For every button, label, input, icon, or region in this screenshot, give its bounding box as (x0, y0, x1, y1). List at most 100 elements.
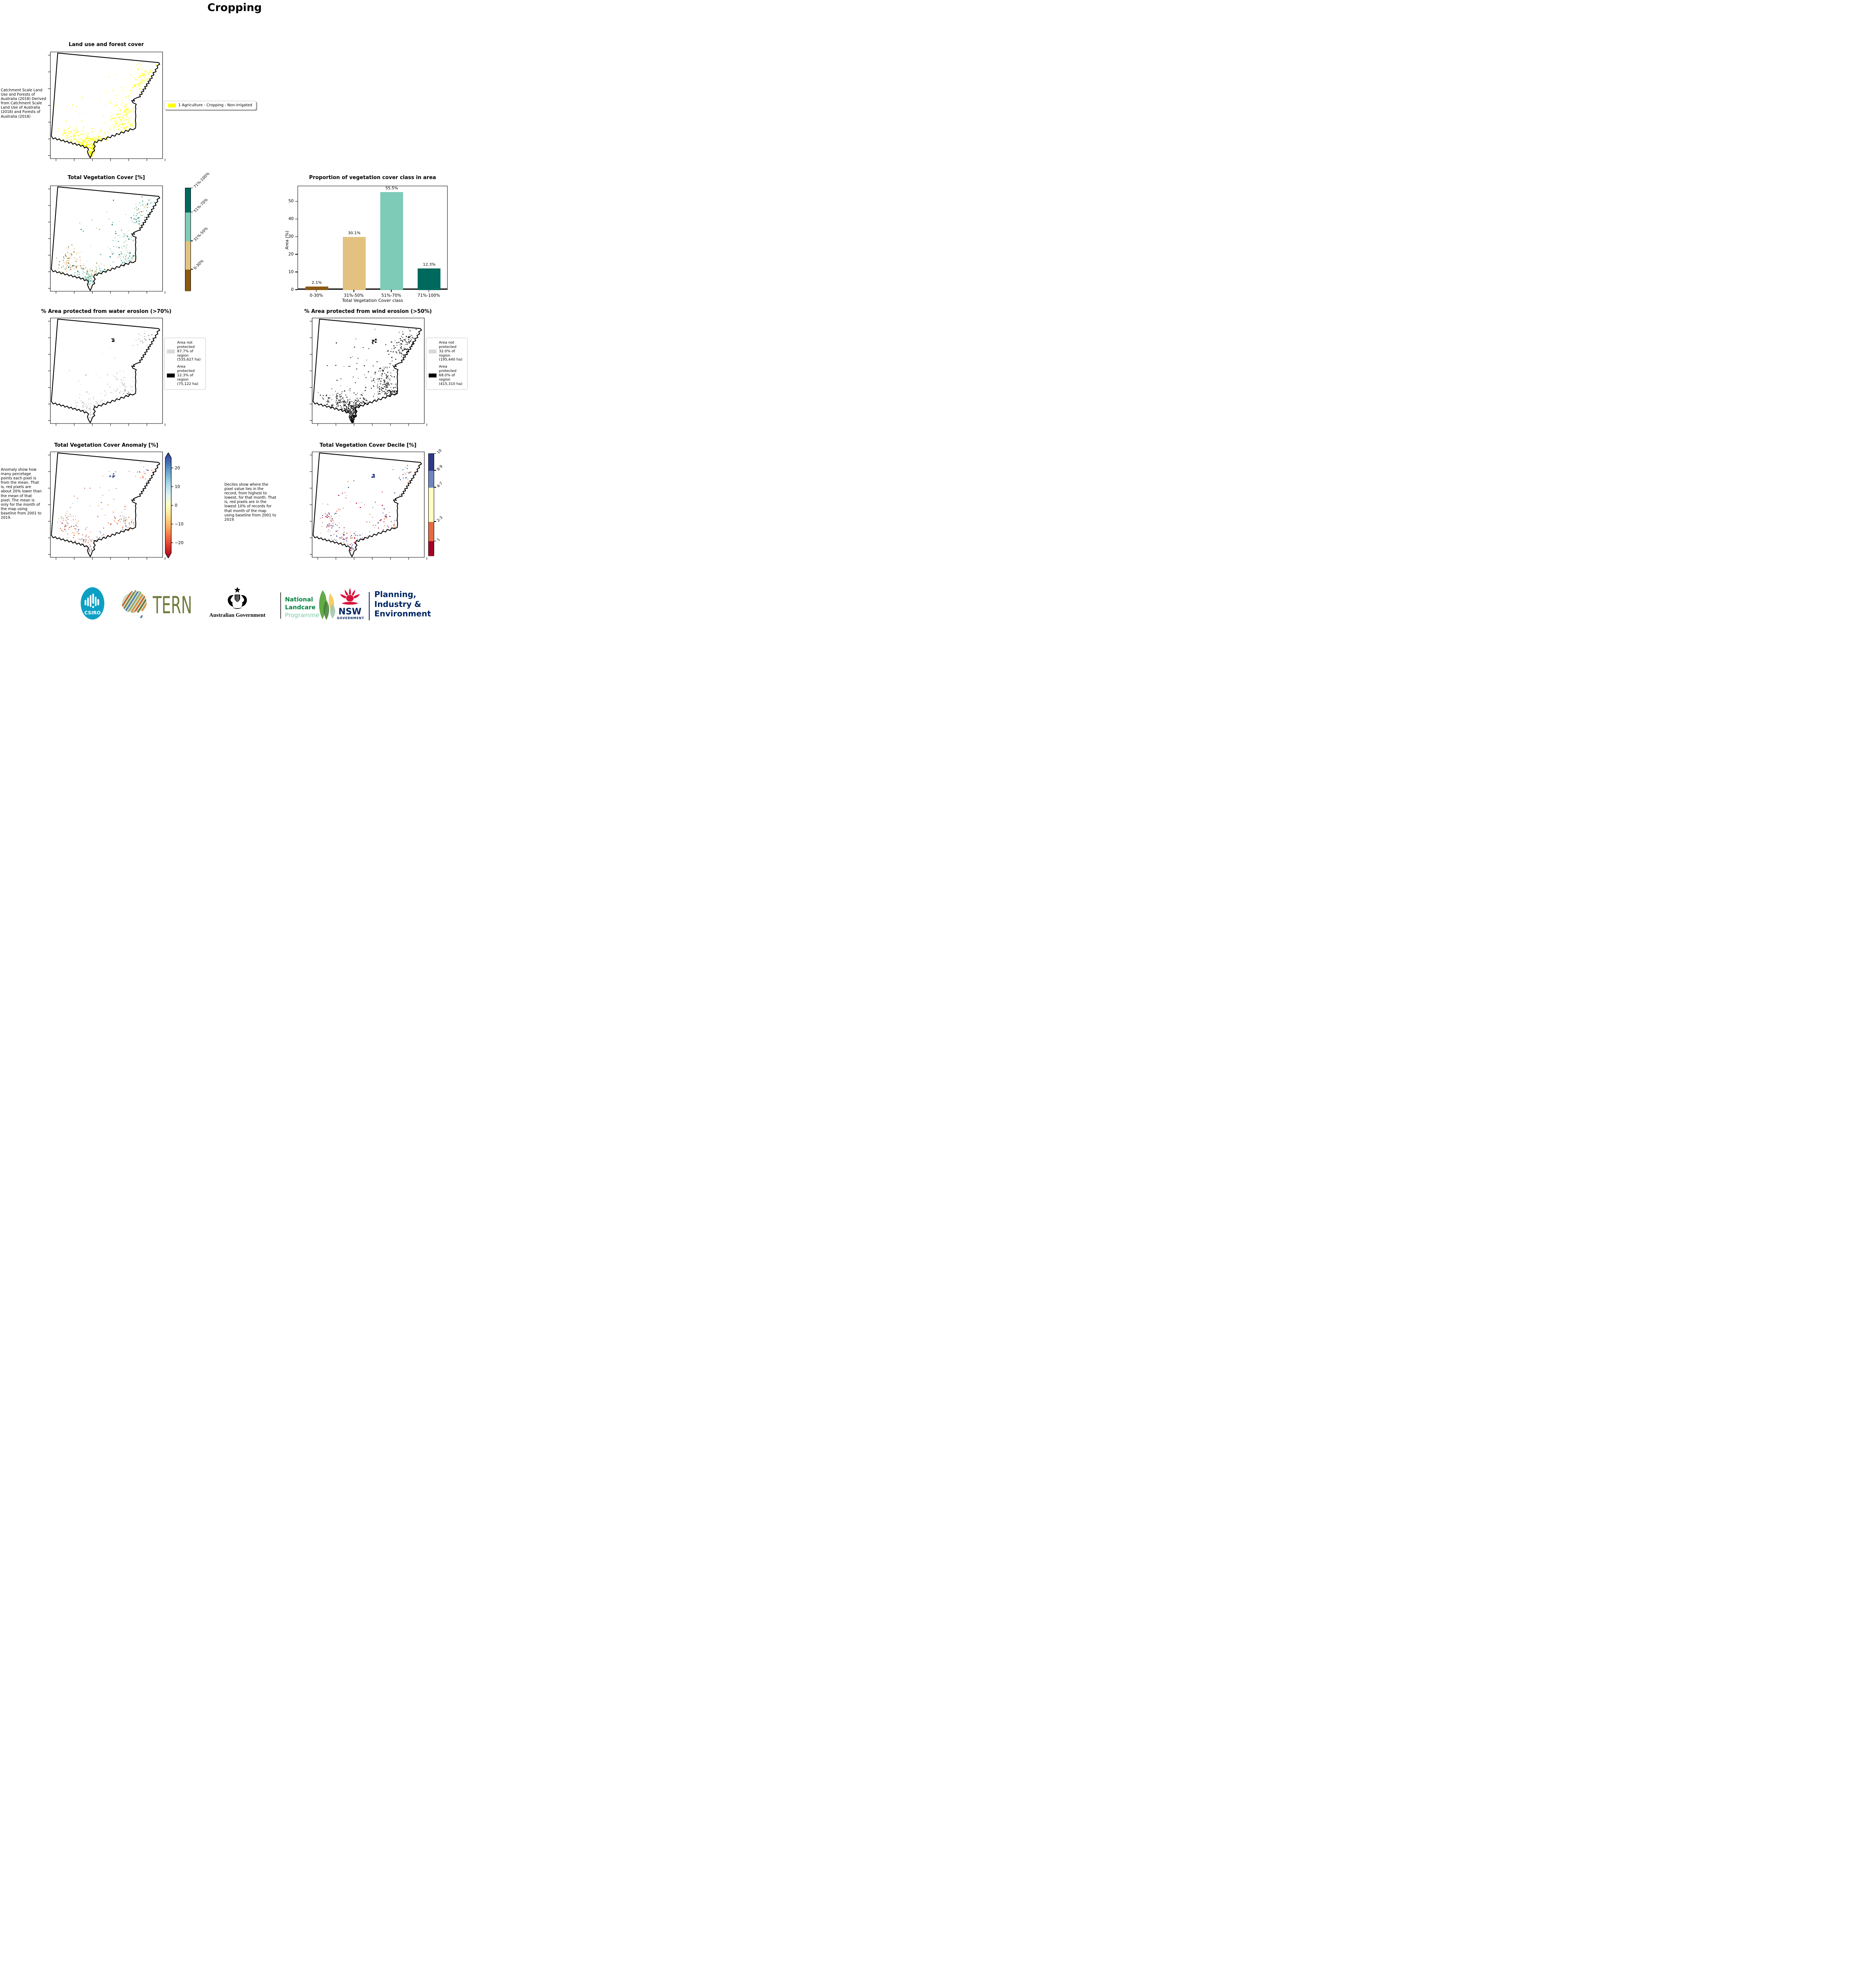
svg-text:TERN: TERN (152, 592, 192, 619)
logo-divider-1 (280, 592, 281, 619)
anomaly-map (50, 452, 163, 557)
colorbar-segment (429, 487, 434, 522)
svg-text:CSIRO: CSIRO (84, 610, 101, 616)
landcare-leaves-icon (315, 589, 338, 622)
decile-title: Total Vegetation Cover Decile [%] (320, 442, 416, 448)
colorbar-class-label: 0-30% (193, 259, 205, 271)
map-canvas (312, 318, 424, 424)
water-legend: Area not protected 87.7% of region (535,… (164, 338, 206, 390)
colorbar-tickmark (434, 521, 436, 522)
colorbar-segment (185, 212, 191, 241)
nsw-sub: GOVERNMENT (337, 616, 364, 620)
water-map (50, 318, 163, 424)
barchart-xtick (391, 290, 392, 292)
report-page: Cropping Land use and forest cover Catch… (0, 0, 469, 629)
colorbar-segment (429, 522, 434, 542)
decile-colorbar-label: 4-7 (436, 481, 444, 489)
wind-legend-label-notprotected: Area not protected 32.0% of region (195,… (439, 340, 463, 362)
decile-colorbar: 10 8-9 4-7 2-3 1 (428, 448, 460, 556)
colorbar-tickmark (434, 453, 436, 454)
decile-colorbar-label: 1 (436, 537, 441, 542)
colorbar-segment (185, 241, 191, 270)
anomaly-colorbar-tick-label: 10 (175, 485, 180, 489)
bar (305, 286, 328, 290)
map-canvas (50, 186, 163, 291)
anomaly-caption: Anomaly show how many percetage points e… (1, 468, 42, 520)
csiro-icon: CSIRO (81, 587, 104, 620)
wind-legend-label-protected: Area protected 68.0% of region (415,310 … (439, 364, 463, 386)
barchart-axes: 2.1% 30.1% 55.5% 12.3% (298, 186, 448, 290)
anomaly-colorbar: 20 10 0 −10 −20 (165, 452, 192, 559)
vegcover-title: Total Vegetation Cover [%] (67, 175, 145, 181)
tern-logo: TERN (118, 588, 194, 620)
dpie-line2: Industry & (374, 599, 422, 609)
colorbar-bar (185, 188, 191, 291)
anomaly-colorbar-tick-label: −20 (175, 541, 183, 546)
colorbar-bar (428, 453, 434, 556)
bar-value-label: 2.1% (311, 280, 322, 285)
map-canvas (50, 452, 163, 557)
anomaly-colorbar-tick-label: 0 (175, 503, 178, 508)
map-canvas (50, 52, 163, 159)
barchart-ytick-label: 30 (288, 234, 294, 239)
colorbar-class-label: 71%-100% (193, 171, 211, 189)
bar-value-label: 12.3% (423, 262, 436, 267)
barchart-ytick-label: 50 (288, 199, 294, 203)
barchart-xtick-label: 51%-70% (381, 293, 401, 298)
wind-legend-swatch-notprotected (429, 350, 437, 354)
decile-colorbar-label: 10 (436, 448, 443, 455)
colorbar-segment (185, 269, 191, 291)
anomaly-title: Total Vegetation Cover Anomaly [%] (54, 442, 159, 448)
landcare-logo-text: National Landcare Programme (285, 596, 320, 619)
map-canvas (50, 318, 163, 424)
wind-title: % Area protected from wind erosion (>50%… (304, 309, 432, 314)
barchart-xtick-label: 31%-50% (344, 293, 364, 298)
colorbar-segment (429, 454, 434, 471)
anomaly-colorbar-canvas: 20 10 0 −10 −20 (165, 452, 183, 559)
barchart-ytick (295, 218, 298, 220)
nsw-name: NSW (338, 607, 362, 617)
csiro-logo: CSIRO (80, 587, 105, 620)
bar-value-label: 30.1% (348, 231, 361, 235)
decile-colorbar-label: 2-3 (436, 515, 444, 523)
tern-icon: TERN (122, 590, 192, 619)
colorbar-tickmark (191, 240, 193, 241)
barchart-ytick-label: 20 (288, 252, 294, 257)
barchart-xlabel: Total Vegetation Cover class (342, 298, 403, 303)
bar (380, 192, 403, 290)
vegcover-map (50, 186, 163, 291)
barchart-title: Proportion of vegetation cover class in … (309, 175, 436, 181)
dpie-line3: Environment (374, 609, 431, 619)
barchart-ytick-label: 10 (288, 269, 294, 274)
dpie-logo-text: Planning, Industry & Environment (374, 590, 461, 619)
decile-map (312, 452, 424, 557)
colorbar-class-label: 51%-70% (193, 197, 209, 213)
colorbar-segment (429, 541, 434, 556)
wind-map (312, 318, 424, 424)
water-legend-swatch-notprotected (167, 350, 175, 354)
decile-colorbar-label: 8-9 (436, 464, 444, 472)
landuse-caption: Catchment Scale Land Use and Forests of … (1, 88, 46, 119)
anomaly-colorbar-tick-label: 20 (175, 466, 180, 471)
decile-caption: Deciles show where the pixel value lies … (224, 483, 276, 522)
australian-government-crest-icon (226, 586, 249, 612)
landuse-legend-label: 1 Agriculture - Cropping - Non-irrigated (178, 103, 252, 107)
landcare-line1: National (285, 596, 313, 603)
nsw-logo: NSW GOVERNMENT (337, 586, 364, 621)
colorbar-class-label: 31%-50% (193, 226, 209, 242)
landcare-line2: Landcare (285, 603, 316, 611)
barchart-ytick-label: 40 (288, 216, 294, 221)
barchart-ytick (295, 289, 298, 290)
landcare-line3: Programme (285, 611, 320, 619)
barchart-xtick-label: 71%-100% (417, 293, 440, 298)
bar-value-label: 55.5% (385, 186, 398, 191)
page-title: Cropping (207, 2, 262, 14)
landuse-legend: 1 Agriculture - Cropping - Non-irrigated (164, 101, 256, 110)
wind-legend-swatch-protected (429, 374, 437, 378)
barchart-xtick-label: 0-30% (309, 293, 323, 298)
anomaly-colorbar-tick-label: −10 (175, 522, 183, 527)
water-legend-swatch-protected (167, 374, 175, 378)
logo-divider-2 (369, 592, 370, 620)
barchart-ytick (295, 201, 298, 202)
nsw-waratah-icon (339, 587, 361, 605)
